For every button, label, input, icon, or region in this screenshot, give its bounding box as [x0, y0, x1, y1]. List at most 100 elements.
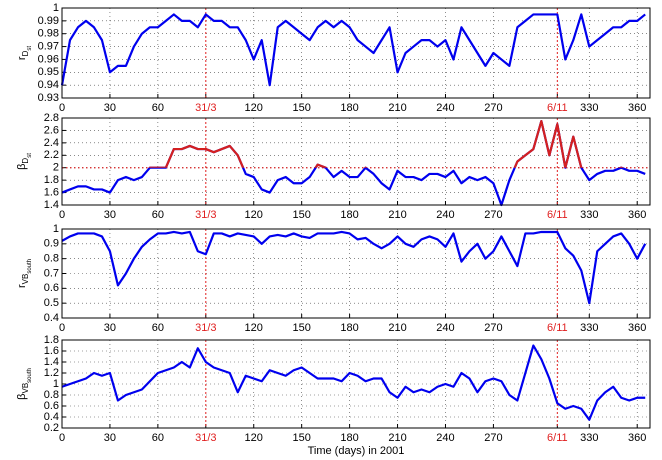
x-tick-label: 240 — [436, 432, 454, 444]
x-tick-label: 0 — [59, 209, 65, 221]
x-tick-label: 30 — [104, 102, 116, 114]
x-tick-label: 270 — [484, 102, 502, 114]
x-tick-label: 330 — [580, 432, 598, 444]
x-tick-label: 6/11 — [547, 322, 568, 334]
y-tick-label: 1.2 — [44, 367, 59, 379]
x-tick-label: 240 — [436, 209, 454, 221]
axes-frame — [61, 7, 651, 99]
x-tick-label: 60 — [152, 322, 164, 334]
y-label-base: β — [16, 164, 28, 170]
x-tick-label: 270 — [484, 432, 502, 444]
y-tick-label: 1.8 — [44, 334, 59, 346]
y-tick-label: 0.7 — [44, 267, 59, 279]
x-tick-label: 60 — [152, 102, 164, 114]
axes-frame — [61, 339, 651, 429]
y-axis-label: rDst — [16, 46, 33, 60]
y-label-base: r — [16, 56, 28, 60]
x-tick-label: 180 — [340, 102, 358, 114]
y-label-subsub: south — [27, 259, 33, 274]
y-tick-label: 0.2 — [44, 422, 59, 434]
x-tick-label: 150 — [292, 322, 310, 334]
y-tick-label: 1.8 — [44, 174, 59, 186]
axes-frame — [61, 228, 651, 319]
x-tick-label: 30 — [104, 322, 116, 334]
y-tick-label: 1.6 — [44, 345, 59, 357]
y-tick-label: 2.4 — [44, 137, 59, 149]
y-tick-label: 0.8 — [44, 389, 59, 401]
y-tick-label: 0.94 — [38, 79, 59, 91]
y-tick-label: 0.6 — [44, 282, 59, 294]
x-tick-label: 60 — [152, 209, 164, 221]
y-tick-label: 0.6 — [44, 400, 59, 412]
y-tick-label: 2.8 — [44, 112, 59, 124]
y-tick-label: 0.5 — [44, 297, 59, 309]
y-axis-label: βDst — [16, 153, 33, 170]
y-tick-label: 0.96 — [38, 53, 59, 65]
x-tick-label: 31/3 — [195, 322, 216, 334]
y-tick-label: 1.4 — [44, 199, 59, 211]
x-tick-label: 31/3 — [195, 102, 216, 114]
y-tick-label: 2.6 — [44, 124, 59, 136]
x-axis-label: Time (days) in 2001 — [308, 445, 405, 457]
y-label-subsub: st — [27, 46, 33, 51]
y-label-subsub: st — [27, 153, 33, 158]
y-tick-label: 0.95 — [38, 66, 59, 78]
y-label-base: β — [16, 394, 28, 400]
x-tick-label: 210 — [388, 432, 406, 444]
y-tick-label: 1.6 — [44, 186, 59, 198]
x-tick-label: 180 — [340, 322, 358, 334]
x-tick-label: 31/3 — [195, 209, 216, 221]
y-label-base: r — [16, 284, 28, 288]
x-tick-label: 60 — [152, 432, 164, 444]
x-tick-label: 210 — [388, 102, 406, 114]
y-label-sub: D — [21, 158, 30, 164]
x-tick-label: 180 — [340, 209, 358, 221]
y-tick-label: 2.2 — [44, 149, 59, 161]
y-label-sub: VB — [21, 383, 30, 394]
x-tick-label: 0 — [59, 432, 65, 444]
x-tick-label: 30 — [104, 432, 116, 444]
x-tick-label: 240 — [436, 102, 454, 114]
x-tick-label: 180 — [340, 432, 358, 444]
x-tick-label: 330 — [580, 102, 598, 114]
x-tick-label: 30 — [104, 209, 116, 221]
y-tick-label: 0.97 — [38, 40, 59, 52]
x-tick-label: 6/11 — [547, 432, 568, 444]
y-axis-label: βVBsouth — [16, 368, 33, 400]
x-tick-label: 150 — [292, 102, 310, 114]
axes-frame — [61, 117, 651, 206]
series-line — [60, 13, 646, 87]
y-label-sub: VB — [21, 274, 30, 285]
x-tick-label: 150 — [292, 432, 310, 444]
x-tick-label: 6/11 — [547, 102, 568, 114]
x-tick-label: 120 — [245, 322, 263, 334]
x-tick-label: 150 — [292, 209, 310, 221]
x-tick-label: 270 — [484, 322, 502, 334]
x-tick-label: 330 — [580, 209, 598, 221]
x-tick-label: 360 — [628, 322, 646, 334]
series-line — [61, 344, 646, 421]
y-tick-label: 0.9 — [44, 238, 59, 250]
x-tick-label: 360 — [628, 209, 646, 221]
y-tick-label: 2 — [53, 162, 59, 174]
series-line — [61, 230, 647, 305]
x-tick-label: 210 — [388, 322, 406, 334]
x-tick-label: 360 — [628, 432, 646, 444]
x-tick-label: 360 — [628, 102, 646, 114]
x-tick-label: 120 — [245, 102, 263, 114]
x-tick-label: 120 — [245, 432, 263, 444]
y-axis-label: rVBsouth — [16, 259, 33, 288]
y-label-subsub: south — [27, 368, 33, 383]
y-tick-label: 0.98 — [38, 28, 59, 40]
y-tick-label: 0.93 — [38, 92, 59, 104]
y-label-sub: D — [21, 50, 30, 56]
y-tick-label: 0.4 — [44, 312, 59, 324]
y-tick-label: 1 — [53, 2, 59, 14]
y-tick-label: 1 — [53, 223, 59, 235]
x-tick-label: 31/3 — [195, 432, 216, 444]
y-tick-label: 1.4 — [44, 356, 59, 368]
y-tick-label: 0.4 — [44, 411, 59, 423]
x-tick-label: 6/11 — [547, 209, 568, 221]
series-line-above-threshold — [148, 120, 625, 168]
x-tick-label: 240 — [436, 322, 454, 334]
